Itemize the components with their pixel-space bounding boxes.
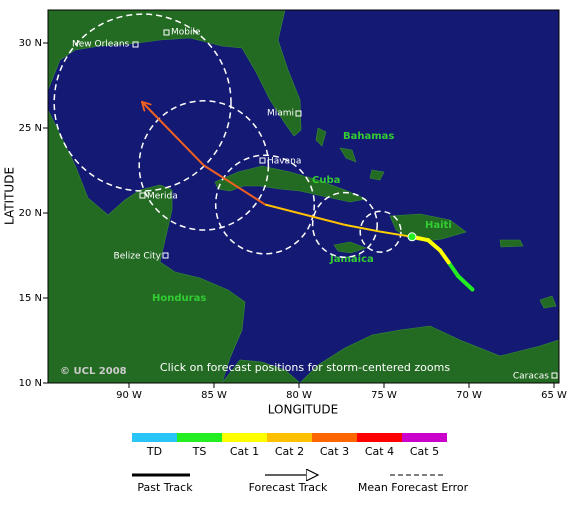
error-circle — [214, 154, 316, 255]
city-label: Havana — [267, 157, 301, 167]
copyright: © UCL 2008 — [60, 366, 127, 377]
region-label: Cuba — [312, 175, 340, 186]
city-label: Caracas — [513, 372, 549, 382]
legend-category-label: Cat 5 — [410, 445, 439, 458]
x-tick-label: 70 W — [456, 390, 482, 401]
city-markers — [132, 29, 558, 379]
legend-category-label: Cat 3 — [320, 445, 349, 458]
city-label: Mobile — [171, 28, 201, 38]
legend-category-label: Cat 2 — [275, 445, 304, 458]
instruction: Click on forecast positions for storm-ce… — [160, 361, 450, 374]
legend-label: Mean Forecast Error — [358, 481, 469, 494]
city-label: Miami — [267, 109, 294, 119]
forecast-track-segment — [344, 223, 381, 233]
forecast-track-segment — [203, 164, 266, 206]
legend-category-label: TD — [146, 445, 162, 458]
city-label: New Orleans — [72, 40, 130, 50]
forecast-track-segment — [264, 203, 346, 226]
track-layer — [53, 13, 475, 292]
y-tick-label: 25 N — [19, 123, 42, 134]
legend-swatch — [177, 433, 222, 442]
region-label: Honduras — [152, 293, 206, 304]
region-label: Haiti — [425, 220, 452, 231]
legend-label: Past Track — [137, 481, 193, 494]
x-tick-label: 85 W — [201, 390, 227, 401]
legend-category-label: TS — [192, 445, 207, 458]
past-track-segment — [446, 260, 460, 278]
error-circle — [53, 13, 232, 192]
city-label: Belize City — [114, 252, 162, 262]
y-tick-label: 10 N — [19, 378, 42, 389]
y-tick-label: 30 N — [19, 38, 42, 49]
x-tick-label: 80 W — [286, 390, 312, 401]
forecast-track-segment — [143, 103, 205, 167]
past-track-segment — [438, 248, 451, 265]
x-tick-label: 75 W — [371, 390, 397, 401]
x-tick-label: 90 W — [116, 390, 142, 401]
legend-category-label: Cat 1 — [230, 445, 259, 458]
legend-swatch — [222, 433, 267, 442]
legend-swatch — [312, 433, 357, 442]
y-tick-label: 20 N — [19, 208, 42, 219]
region-label: Bahamas — [343, 131, 394, 142]
error-circle — [311, 191, 378, 258]
map-frame — [47, 9, 560, 384]
past-track-segment — [426, 238, 443, 253]
x-tick-label: 65 W — [541, 390, 567, 401]
forecast-track-segment — [380, 230, 413, 238]
current-position — [407, 232, 417, 242]
past-track-segment — [455, 273, 475, 292]
error-circle — [359, 210, 402, 253]
legend-swatch — [402, 433, 447, 442]
city-label: Merida — [147, 192, 178, 202]
legend-label: Forecast Track — [249, 481, 328, 494]
y-tick-label: 15 N — [19, 293, 42, 304]
region-label: Jamaica — [329, 254, 374, 265]
legend-swatch — [132, 433, 177, 442]
legend: Past Track Forecast Track Mean Forecast … — [132, 433, 469, 494]
x-axis-label: LONGITUDE — [268, 403, 338, 417]
y-axis-label: LATITUDE — [3, 167, 17, 225]
legend-swatch — [267, 433, 312, 442]
error-circle — [138, 100, 270, 231]
legend-category-label: Cat 4 — [365, 445, 394, 458]
legend-swatch — [357, 433, 402, 442]
